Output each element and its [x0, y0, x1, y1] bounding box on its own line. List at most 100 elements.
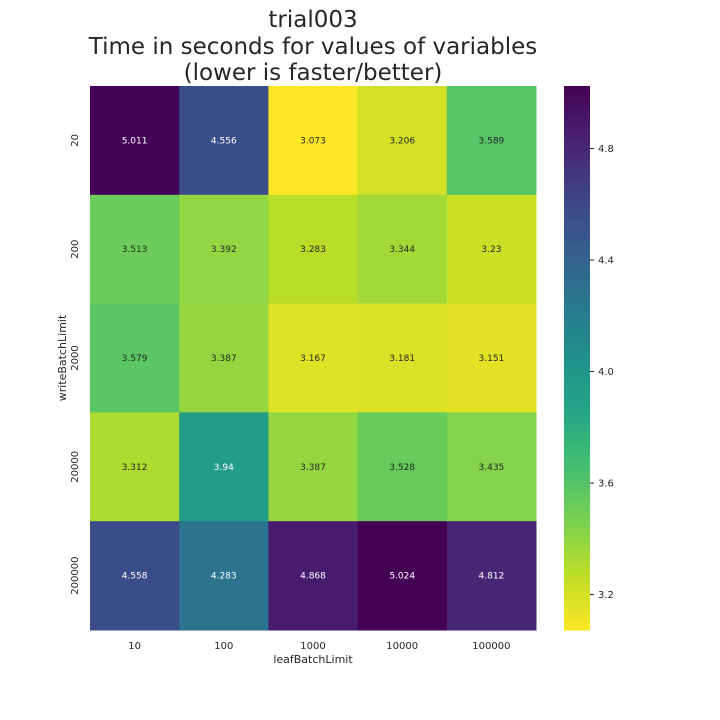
colorbar-segment: [564, 254, 590, 260]
heatmap-cell: [357, 86, 448, 196]
heatmap-cell: [268, 86, 359, 196]
colorbar-segment: [564, 229, 590, 235]
colorbar-segment: [564, 293, 590, 300]
colorbar-segment: [564, 268, 590, 275]
chart-title: trial003 Time in seconds for values of v…: [88, 7, 538, 86]
colorbar-segment: [564, 199, 590, 206]
colorbar-segment: [564, 90, 590, 97]
colorbar-segment: [564, 150, 590, 156]
colorbar-segment: [564, 516, 590, 522]
colorbar-segment: [564, 521, 590, 527]
colorbar-segment: [564, 387, 590, 394]
colorbar-segment: [564, 278, 590, 285]
colorbar-segment: [564, 140, 590, 146]
colorbar-segment: [564, 407, 590, 413]
title-line-3: (lower is faster/better): [184, 60, 443, 86]
colorbar-segment: [564, 536, 590, 542]
colorbar-segment: [564, 95, 590, 102]
cell-value-label: 3.387: [211, 354, 237, 364]
colorbar-segment: [564, 204, 590, 211]
colorbar-segment: [564, 550, 590, 557]
colorbar-segment: [564, 328, 590, 334]
colorbar-segment: [564, 214, 590, 221]
heatmap-cell: [90, 86, 180, 196]
colorbar-segment: [564, 392, 590, 399]
colorbar-segment: [564, 447, 590, 453]
cell-value-label: 3.23: [481, 245, 501, 255]
colorbar-segment: [564, 264, 590, 270]
colorbar-segment: [564, 595, 590, 601]
colorbar-segment: [564, 427, 590, 433]
colorbar-segment: [564, 417, 590, 423]
heatmap-cell: [268, 412, 359, 522]
colorbar-segment: [564, 160, 590, 166]
colorbar-segment: [564, 486, 590, 493]
colorbar-segment: [564, 506, 590, 512]
heatmap-cell: [90, 412, 180, 522]
heatmap-cell: [179, 194, 269, 305]
colorbar-segment: [564, 283, 590, 290]
heatmap-cell: [446, 412, 537, 522]
colorbar-segment: [564, 194, 590, 201]
colorbar-tick-label: 3.6: [598, 479, 614, 490]
heatmap-cell: [357, 412, 448, 522]
colorbar-segment: [564, 565, 590, 572]
cell-value-label: 3.528: [389, 463, 415, 473]
colorbar-segment: [564, 476, 590, 483]
colorbar-segment: [564, 531, 590, 537]
colorbar-segment: [564, 585, 590, 592]
colorbar-segment: [564, 303, 590, 310]
colorbar-segment: [564, 362, 590, 369]
heatmap-cell: [446, 303, 537, 413]
colorbar-segment: [564, 575, 590, 582]
colorbar-segment: [564, 249, 590, 255]
colorbar-segment: [564, 422, 590, 428]
colorbar-segment: [564, 610, 590, 616]
colorbar-segment: [564, 135, 590, 141]
colorbar-segment: [564, 526, 590, 532]
colorbar-segment: [564, 86, 590, 92]
colorbar-segment: [564, 110, 590, 117]
heatmap-cell: [446, 86, 537, 196]
title-line-2: Time in seconds for values of variables: [88, 34, 538, 60]
cell-value-label: 3.435: [479, 463, 505, 473]
colorbar-tick-label: 4.4: [598, 255, 614, 266]
cell-value-label: 3.579: [122, 354, 148, 364]
colorbar-segment: [564, 209, 590, 216]
colorbar-segment: [564, 600, 590, 606]
colorbar-segment: [564, 511, 590, 517]
colorbar-segment: [564, 545, 590, 552]
colorbar-segment: [564, 170, 590, 176]
colorbar-segment: [564, 620, 590, 626]
colorbar-segment: [564, 491, 590, 498]
colorbar-segment: [564, 382, 590, 389]
heatmap-cells: 5.011 4.556 3.073 3.206 3.589 3.513 3.392 3.283…: [90, 86, 537, 631]
cell-value-label: 3.312: [122, 463, 148, 473]
colorbar-segment: [564, 155, 590, 161]
cell-value-label: 4.868: [300, 572, 326, 582]
y-tick-label: 20: [70, 134, 81, 147]
colorbar-segment: [564, 313, 590, 320]
colorbar-segment: [564, 120, 590, 127]
cell-value-label: 3.94: [214, 463, 234, 473]
colorbar-segment: [564, 179, 590, 186]
colorbar-segment: [564, 244, 590, 250]
cell-value-label: 4.556: [211, 136, 237, 146]
colorbar-segment: [564, 308, 590, 315]
cell-value-label: 3.387: [300, 463, 326, 473]
colorbar-segment: [564, 481, 590, 488]
colorbar-segment: [564, 377, 590, 384]
cell-value-label: 5.011: [122, 136, 148, 146]
colorbar-segment: [564, 461, 590, 468]
cell-value-label: 3.589: [479, 136, 505, 146]
cell-value-label: 3.206: [389, 136, 415, 146]
colorbar-segment: [564, 145, 590, 151]
colorbar-segment: [564, 184, 590, 191]
colorbar-segment: [564, 338, 590, 344]
colorbar-segment: [564, 239, 590, 245]
colorbar-segment: [564, 333, 590, 339]
heatmap-cell: [446, 521, 537, 631]
colorbar-segment: [564, 100, 590, 107]
colorbar-segment: [564, 372, 590, 379]
x-axis-ticks: 10 100 1000 10000 100000: [128, 641, 510, 652]
